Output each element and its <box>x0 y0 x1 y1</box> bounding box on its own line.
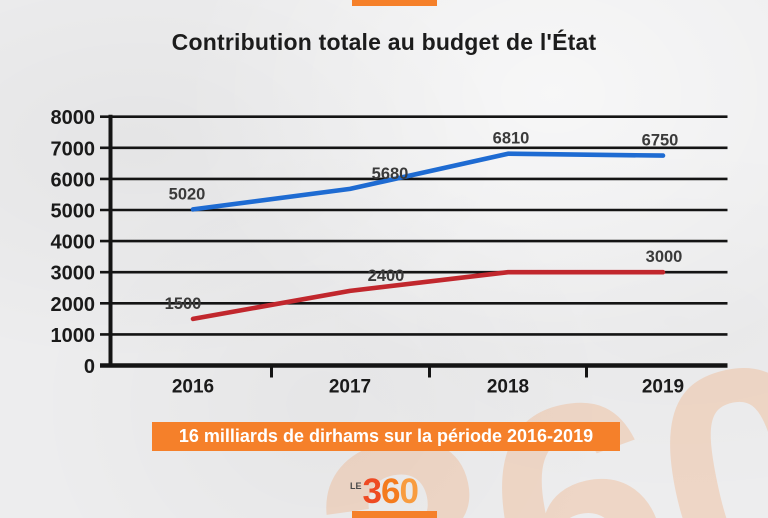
footnote-banner-text: 16 milliards de dirhams sur la période 2… <box>178 426 594 446</box>
top-accent-bar <box>352 0 437 6</box>
data-point-label: 5020 <box>169 185 206 203</box>
y-axis-tick-label: 2000 <box>51 294 96 316</box>
chart-title: Contribution totale au budget de l'État <box>171 29 597 55</box>
data-point-label: 5680 <box>372 165 409 183</box>
le360-logo: LE360 <box>0 468 768 510</box>
x-axis-category-label: 2019 <box>642 377 684 398</box>
data-point-label: 1500 <box>165 295 202 313</box>
logo-digit-0: 0 <box>399 472 418 511</box>
x-axis-category-label: 2018 <box>487 377 529 398</box>
series-red-line <box>190 269 666 322</box>
y-axis-tick-label: 8000 <box>51 107 96 129</box>
data-point-label: 6750 <box>642 132 679 150</box>
data-point-label: 3000 <box>646 248 683 266</box>
series-blue-line <box>190 151 666 212</box>
y-axis-tick-label: 5000 <box>51 201 96 223</box>
logo-digit-6: 6 <box>381 472 400 511</box>
data-point-label: 6810 <box>493 130 530 148</box>
logo-le-prefix: LE <box>350 481 362 491</box>
y-axis-tick-label: 1000 <box>51 325 96 347</box>
x-axis-category-label: 2017 <box>329 377 371 398</box>
footnote-banner: 16 milliards de dirhams sur la période 2… <box>152 422 620 451</box>
data-point-label: 2400 <box>368 267 405 285</box>
y-axis-tick-label: 6000 <box>51 169 96 191</box>
y-axis-tick-label: 3000 <box>51 263 96 285</box>
y-axis-tick-label: 0 <box>84 356 95 378</box>
bottom-accent-bar <box>352 511 437 518</box>
y-axis-tick-label: 4000 <box>51 232 96 254</box>
logo-digit-3: 3 <box>362 472 382 511</box>
x-axis-category-label: 2016 <box>172 377 214 398</box>
y-axis-tick-label: 7000 <box>51 138 96 160</box>
